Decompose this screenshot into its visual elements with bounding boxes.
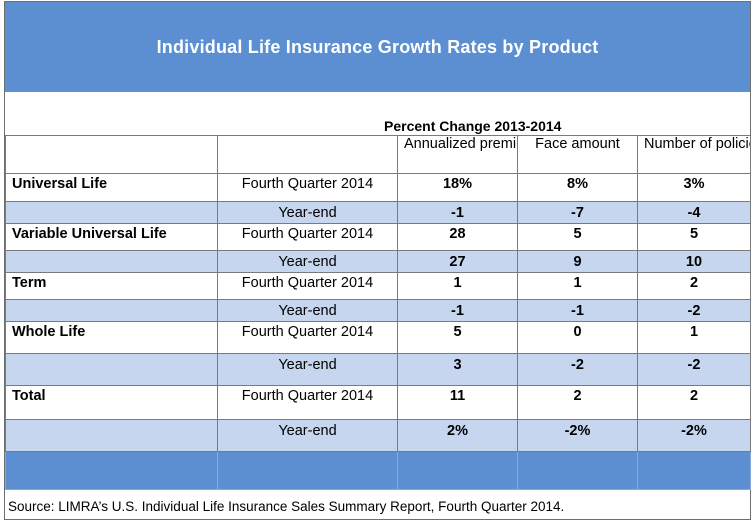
period-cell: Fourth Quarter 2014 (217, 320, 398, 354)
face-amount-cell: 2 (517, 384, 638, 420)
table-row: Year-end -1 -7 -4 (5, 200, 751, 224)
period-cell: Year-end (217, 352, 398, 386)
table-row: Whole Life Fourth Quarter 2014 5 0 1 (5, 320, 751, 354)
footer-band-row (5, 450, 751, 490)
product-cell: Term (5, 271, 218, 300)
header-number-of-policies: Number of policies (637, 134, 751, 174)
number-of-policies-cell: -2 (637, 298, 751, 322)
face-amount-cell: 9 (517, 249, 638, 273)
table-row: Year-end 3 -2 -2 (5, 352, 751, 386)
period-cell: Year-end (217, 200, 398, 224)
table-row: Total Fourth Quarter 2014 11 2 2 (5, 384, 751, 420)
number-of-policies-cell: -2% (637, 418, 751, 452)
table-frame: Individual Life Insurance Growth Rates b… (4, 1, 751, 520)
annualized-premiums-cell: 18% (397, 172, 518, 202)
annualized-premiums-cell: -1 (397, 298, 518, 322)
annualized-premiums-cell: -1 (397, 200, 518, 224)
face-amount-cell: -1 (517, 298, 638, 322)
annualized-premiums-cell: 5 (397, 320, 518, 354)
header-face-amount: Face amount (517, 134, 638, 174)
header-period-cell (217, 134, 398, 174)
table-row: Year-end 2% -2% -2% (5, 418, 751, 452)
header-product-cell (5, 134, 218, 174)
face-amount-cell: 1 (517, 271, 638, 300)
face-amount-cell: -2 (517, 352, 638, 386)
product-cell: Total (5, 384, 218, 420)
annualized-premiums-cell: 28 (397, 222, 518, 251)
product-cell (5, 418, 218, 452)
source-note: Source: LIMRA’s U.S. Individual Life Ins… (8, 499, 565, 514)
face-amount-cell: 8% (517, 172, 638, 202)
number-of-policies-cell: -2 (637, 352, 751, 386)
number-of-policies-cell: -4 (637, 200, 751, 224)
table-row: Variable Universal Life Fourth Quarter 20… (5, 222, 751, 251)
period-cell: Fourth Quarter 2014 (217, 172, 398, 202)
product-cell (5, 352, 218, 386)
number-of-policies-cell: 2 (637, 271, 751, 300)
face-amount-cell: -2% (517, 418, 638, 452)
table-row: Year-end 27 9 10 (5, 249, 751, 273)
product-cell (5, 200, 218, 224)
period-cell: Fourth Quarter 2014 (217, 384, 398, 420)
face-amount-cell: -7 (517, 200, 638, 224)
period-cell: Fourth Quarter 2014 (217, 271, 398, 300)
title-banner: Individual Life Insurance Growth Rates b… (5, 2, 750, 92)
annualized-premiums-cell: 3 (397, 352, 518, 386)
face-amount-cell: 0 (517, 320, 638, 354)
spacer-row (6, 93, 751, 135)
annualized-premiums-cell: 1 (397, 271, 518, 300)
percent-change-subheader: Percent Change 2013-2014 (384, 118, 562, 134)
column-header-row: Annualized premiums Face amount Number o… (5, 134, 751, 174)
table-row: Universal Life Fourth Quarter 2014 18% 8% 3% (5, 172, 751, 202)
product-cell (5, 249, 218, 273)
product-cell: Universal Life (5, 172, 218, 202)
page-title: Individual Life Insurance Growth Rates b… (156, 36, 599, 57)
product-cell: Variable Universal Life (5, 222, 218, 251)
number-of-policies-cell: 1 (637, 320, 751, 354)
table-row: Year-end -1 -1 -2 (5, 298, 751, 322)
header-annualized-premiums: Annualized premiums (397, 134, 518, 174)
number-of-policies-cell: 3% (637, 172, 751, 202)
number-of-policies-cell: 5 (637, 222, 751, 251)
number-of-policies-cell: 2 (637, 384, 751, 420)
product-cell: Whole Life (5, 320, 218, 354)
period-cell: Year-end (217, 249, 398, 273)
table-row: Term Fourth Quarter 2014 1 1 2 (5, 271, 751, 300)
number-of-policies-cell: 10 (637, 249, 751, 273)
annualized-premiums-cell: 11 (397, 384, 518, 420)
growth-rates-table: Annualized premiums Face amount Number o… (5, 93, 751, 490)
face-amount-cell: 5 (517, 222, 638, 251)
period-cell: Fourth Quarter 2014 (217, 222, 398, 251)
period-cell: Year-end (217, 418, 398, 452)
period-cell: Year-end (217, 298, 398, 322)
product-cell (5, 298, 218, 322)
annualized-premiums-cell: 2% (397, 418, 518, 452)
annualized-premiums-cell: 27 (397, 249, 518, 273)
